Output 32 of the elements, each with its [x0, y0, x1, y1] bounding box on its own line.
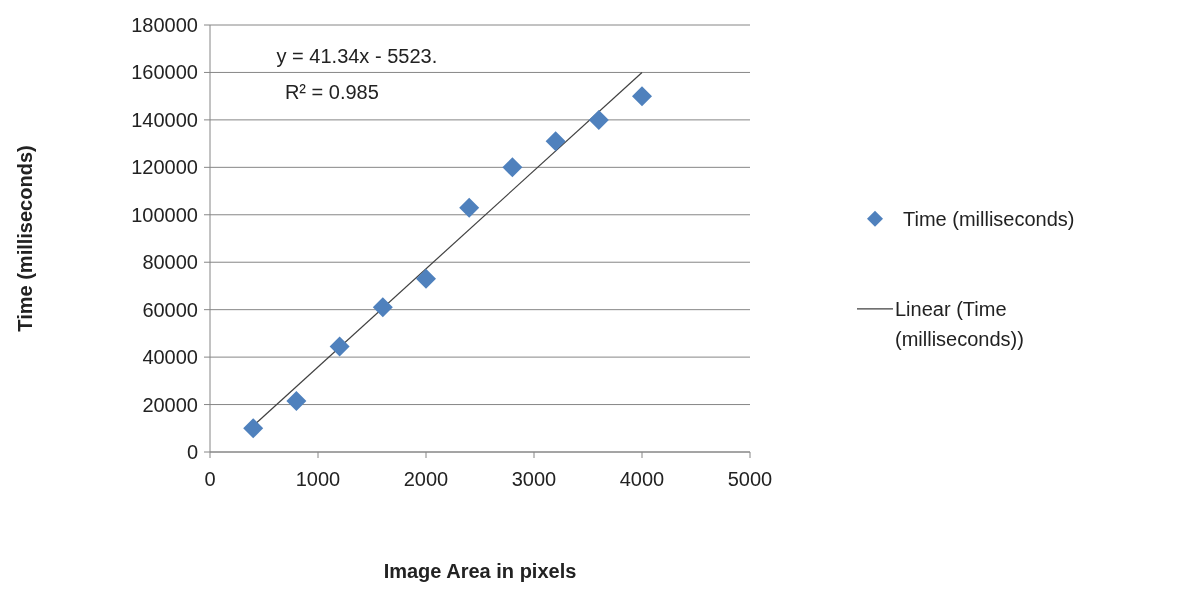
point	[502, 157, 523, 178]
x-tick-label: 2000	[403, 468, 449, 490]
legend-label: Time (milliseconds)	[903, 207, 1075, 230]
point	[588, 109, 609, 130]
point	[243, 418, 264, 439]
y-tick-label: 160000	[131, 61, 198, 84]
point	[286, 391, 307, 411]
x-tick-label: 1000	[295, 468, 341, 490]
x-axis-title: Image Area in pixels	[383, 560, 577, 582]
y-axis-title: Time (milliseconds)	[14, 145, 36, 332]
y-tick-label: 60000	[142, 298, 198, 321]
x-tick-label: 5000	[727, 468, 773, 490]
annotation: R² = 0.985	[284, 80, 379, 103]
y-tick-label: 80000	[142, 251, 198, 274]
point	[459, 197, 480, 218]
annotation: y = 41.34x - 5523.	[276, 44, 438, 67]
x-tick-label: 4000	[619, 468, 665, 490]
y-tick-label: 120000	[131, 156, 198, 179]
y-tick-label: 40000	[142, 346, 198, 369]
point	[632, 86, 652, 107]
x-tick-label: 0	[204, 468, 216, 490]
legend-label: Linear (Time (milliseconds))	[895, 297, 1024, 350]
point	[416, 268, 436, 289]
point	[372, 297, 393, 318]
y-tick-label: 20000	[142, 393, 198, 416]
point	[545, 131, 566, 152]
y-tick-label: 100000	[131, 203, 198, 226]
y-tick-label: 140000	[131, 108, 198, 131]
y-tick-label: 0	[186, 441, 198, 463]
x-tick-label: 3000	[511, 468, 557, 490]
point	[329, 336, 350, 357]
y-tick-label: 180000	[131, 14, 198, 36]
